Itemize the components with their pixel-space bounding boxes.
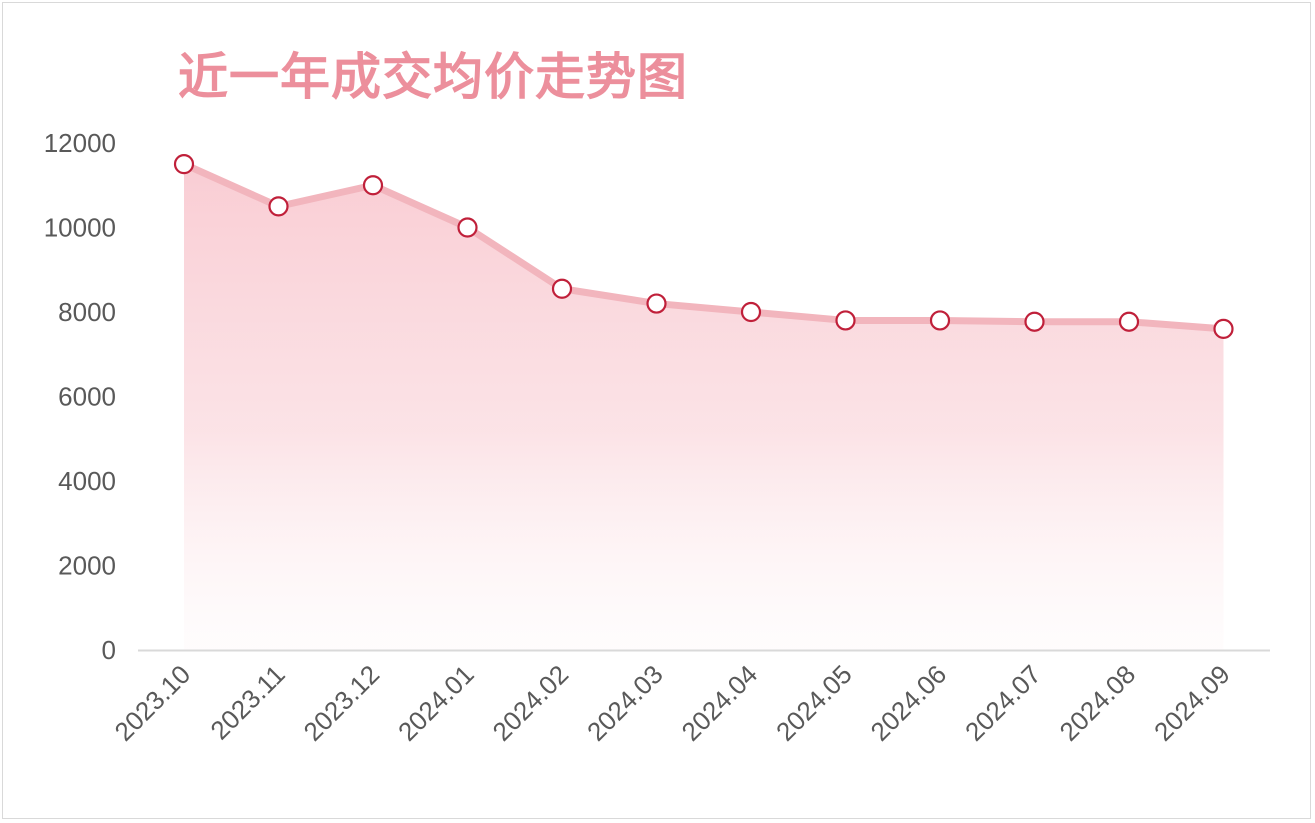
- data-point-marker: [929, 310, 951, 331]
- data-point-marker: [835, 310, 856, 331]
- x-tick-label: 2023.11: [204, 659, 290, 745]
- x-axis-ticks: 2023.10 2023.11 2023.12 2024.01 2024.02 2024.…: [109, 659, 1236, 747]
- area-layer: [184, 164, 1224, 650]
- y-tick-label: 12000: [44, 128, 116, 158]
- data-point-marker: [740, 301, 762, 323]
- data-point-marker: [457, 217, 478, 238]
- data-point-marker: [268, 196, 289, 217]
- x-tick-label: 2024.04: [676, 659, 764, 747]
- data-point-marker: [1118, 311, 1140, 332]
- y-tick-label: 0: [102, 635, 116, 665]
- y-axis-ticks: 0 2000 4000 6000 8000 10000 12000: [44, 128, 116, 665]
- x-tick-label: 2024.06: [865, 659, 953, 747]
- x-tick-label: 2024.09: [1148, 659, 1236, 747]
- data-point-marker: [1024, 311, 1045, 332]
- marker-layer: [173, 154, 1234, 339]
- data-point-marker: [173, 154, 195, 175]
- y-tick-label: 8000: [58, 297, 116, 327]
- y-tick-label: 10000: [44, 213, 116, 243]
- x-tick-label: 2024.08: [1054, 659, 1142, 747]
- data-point-marker: [362, 175, 384, 196]
- series-line: [180, 160, 1227, 333]
- x-tick-label: 2024.03: [581, 659, 669, 747]
- data-point-marker: [646, 293, 667, 314]
- series-area: [184, 164, 1224, 650]
- y-tick-label: 4000: [58, 466, 116, 496]
- data-point-marker: [1213, 318, 1234, 339]
- x-tick-label: 2023.12: [298, 659, 386, 747]
- data-point-marker: [551, 278, 573, 299]
- x-tick-label: 2024.05: [770, 659, 858, 747]
- x-tick-label: 2024.02: [487, 659, 575, 747]
- line-layer: [180, 160, 1227, 333]
- x-tick-label: 2024.07: [959, 659, 1047, 747]
- y-tick-label: 2000: [58, 551, 116, 581]
- y-tick-label: 6000: [58, 382, 116, 412]
- x-tick-label: 2024.01: [392, 659, 480, 747]
- x-tick-label: 2023.10: [109, 659, 197, 747]
- chart-title: 近一年成交均价走势图: [178, 47, 688, 106]
